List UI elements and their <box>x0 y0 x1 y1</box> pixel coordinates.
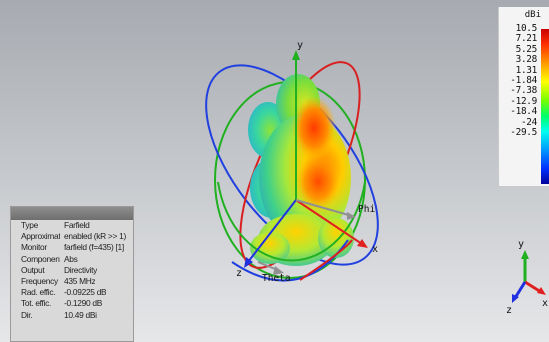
info-row: Approximation enabled (kR >> 1) <box>11 231 133 242</box>
triad-x-arrow <box>537 287 546 295</box>
info-key: Output <box>21 264 45 275</box>
theta-vector-arrow <box>273 266 284 275</box>
triad-label-y: y <box>518 239 524 250</box>
farfield-info-panel: Type Farfield Approximation enabled (kR >>… <box>10 206 134 342</box>
color-legend: dBi 10.5 7.21 5.25 3.28 1.31 -1.84 -7.38… <box>498 7 549 187</box>
triad-x-axis <box>524 280 542 294</box>
info-row: Rad. effic. -0.09225 dB <box>11 287 133 298</box>
phi-ring-front <box>217 181 366 262</box>
orientation-triad <box>512 250 546 303</box>
legend-tick: -1.84 <box>510 74 537 86</box>
axis-label-phi: Phi <box>358 204 375 215</box>
x-ring-front <box>299 239 353 281</box>
info-key: Dir. <box>21 309 33 320</box>
info-row: Component Abs <box>11 254 133 265</box>
x-axis-arrow <box>357 239 368 248</box>
legend-unit: dBi <box>524 10 541 20</box>
legend-tick: 3.28 <box>515 54 538 66</box>
info-key: Monitor <box>21 242 47 253</box>
info-key: Tot. effic. <box>21 298 52 309</box>
triad-z-arrow <box>512 294 519 303</box>
info-key: Rad. effic. <box>21 287 56 298</box>
info-row: Tot. effic. -0.1290 dB <box>11 298 133 309</box>
legend-tick: 7.21 <box>515 33 538 45</box>
legend-tick: -12.9 <box>510 95 537 107</box>
triad-label-x: x <box>542 298 548 309</box>
info-value: -0.09225 dB <box>64 287 107 298</box>
legend-tick: -24 <box>520 116 537 128</box>
info-panel-header[interactable] <box>11 207 133 220</box>
phi-vector-line <box>295 199 353 217</box>
theta-ring-back <box>205 64 379 266</box>
triad-z-axis <box>513 281 527 299</box>
z-axis-line <box>247 199 297 263</box>
info-value: enabled (kR >> 1) <box>64 231 126 242</box>
info-key: Component <box>21 253 60 264</box>
legend-color-bar <box>541 29 549 184</box>
info-value: Abs <box>64 253 78 264</box>
axis-label-x: x <box>372 244 378 255</box>
legend-tick: 10.5 <box>515 23 538 34</box>
main-axes <box>244 50 368 275</box>
legend-ticks: 10.5 7.21 5.25 3.28 1.31 -1.84 -7.38 -12… <box>499 23 539 138</box>
axis-label-z: z <box>236 268 242 279</box>
legend-tick: 5.25 <box>515 43 538 55</box>
legend-tick: 1.31 <box>515 64 538 76</box>
info-row: Output Directivity <box>11 265 133 276</box>
legend-tick: -7.38 <box>510 85 537 97</box>
legend-tick: -29.5 <box>510 126 537 138</box>
legend-tick: -18.4 <box>510 106 537 118</box>
info-value: 435 MHz <box>64 275 96 286</box>
triad-label-z: z <box>506 305 512 316</box>
info-row: Dir. 10.49 dBi <box>11 310 133 321</box>
info-value: -0.1290 dB <box>64 298 102 309</box>
pattern-lobe-hot-2 <box>296 154 340 210</box>
info-row: Monitor farfield (f=435) [1] <box>11 242 133 253</box>
z-axis-arrow <box>244 257 253 268</box>
info-row: Type Farfield <box>11 220 133 231</box>
phi-vector-arrow <box>347 212 356 220</box>
info-key: Type <box>21 220 38 230</box>
pattern-lobe-bottom-left <box>250 232 290 264</box>
axis-label-y: y <box>297 40 303 51</box>
info-value: Directivity <box>64 264 97 275</box>
axis-label-theta: Theta <box>262 273 291 284</box>
radiation-pattern <box>248 74 354 266</box>
info-key: Frequency <box>21 275 58 286</box>
info-value: farfield (f=435) [1] <box>64 242 124 253</box>
x-axis-line <box>295 199 363 245</box>
info-key: Approximation <box>21 231 60 242</box>
info-row: Frequency 435 MHz <box>11 276 133 287</box>
triad-y-arrow <box>521 250 529 259</box>
y-axis-arrow <box>292 50 300 60</box>
pattern-lobe-hot <box>292 96 336 160</box>
info-value: 10.49 dBi <box>64 309 97 320</box>
info-value: Farfield <box>64 220 90 230</box>
